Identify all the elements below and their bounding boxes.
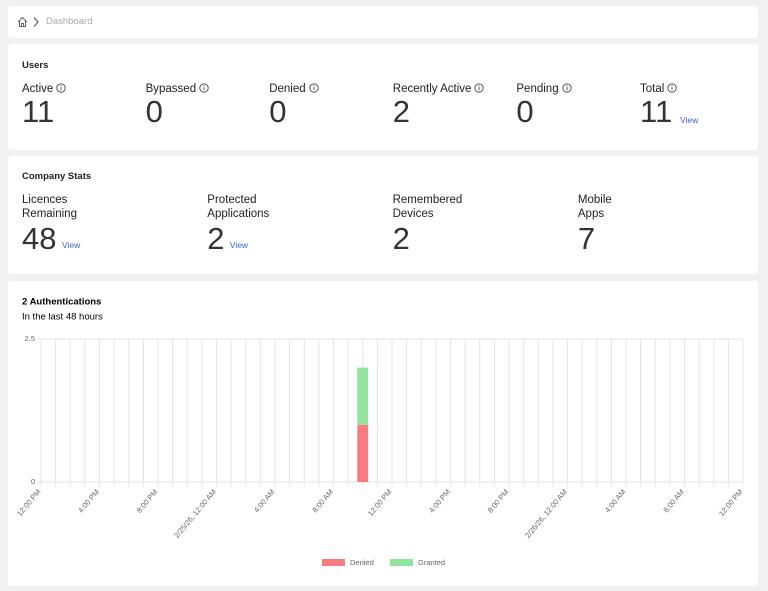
x-tick-label: 4:00 PM: [76, 488, 101, 515]
view-link[interactable]: View: [680, 115, 699, 125]
breadcrumb-current[interactable]: Dashboard: [46, 16, 93, 27]
x-tick-label: 2/26/26, 12:00 AM: [523, 488, 569, 540]
x-tick-label: 12:00 PM: [366, 488, 394, 518]
bar: [357, 424, 369, 482]
x-tick-label: 4:00 AM: [252, 488, 277, 515]
bar: [357, 367, 369, 425]
x-tick-label: 8:00 PM: [486, 488, 511, 515]
view-link[interactable]: View: [62, 240, 81, 250]
info-icon[interactable]: [308, 83, 319, 93]
info-icon[interactable]: [56, 83, 66, 93]
info-icon[interactable]: [474, 83, 485, 93]
x-tick-label: 8:00 PM: [135, 488, 160, 515]
info-icon[interactable]: [199, 83, 209, 93]
stat-label: Protected Applications: [207, 194, 270, 220]
legend-label: Granted: [418, 558, 445, 567]
stat-label: Total: [640, 83, 677, 95]
x-tick-label: 8:00 AM: [661, 488, 686, 515]
breadcrumb-bar: Dashboard: [8, 6, 758, 38]
x-tick-label: 12:00 PM: [717, 488, 745, 518]
company-stats-panel: Company Stats Licences Remaining 48 View Pr…: [8, 156, 758, 274]
chart-subtitle: In the last 48 hours: [22, 312, 103, 323]
stat-value: 0: [269, 94, 287, 129]
x-tick-label: 4:00 PM: [427, 488, 452, 515]
stat-value: 11: [640, 94, 673, 129]
chart: 2 Authentications In the last 48 hours 0…: [15, 297, 745, 567]
info-icon[interactable]: [667, 83, 677, 93]
view-link[interactable]: View: [229, 240, 249, 250]
stat-label: Recently Active: [393, 83, 485, 95]
y-tick-label: 0: [31, 477, 35, 486]
stat-value: 2: [207, 221, 225, 256]
stat-label: Active: [22, 83, 66, 95]
authentications-panel: 2 Authentications In the last 48 hours 0…: [8, 281, 758, 586]
stat-label: Remembered Devices: [392, 194, 463, 220]
stat-value: 48: [22, 221, 57, 256]
users-panel: Users Active 11 Bypassed 0 Denied 0 Recently A…: [8, 44, 758, 150]
legend-swatch: [322, 559, 345, 566]
x-tick-label: 2/25/26, 12:00 AM: [172, 488, 218, 540]
y-tick-label: 2.5: [25, 334, 35, 343]
legend-swatch: [390, 559, 413, 566]
x-tick-label: 8:00 AM: [310, 488, 335, 515]
breadcrumb-icons: [17, 16, 39, 27]
stat-label: Licences Remaining: [22, 194, 77, 220]
panel-title: Users: [22, 60, 49, 71]
chart-title: 2 Authentications: [22, 297, 101, 308]
x-tick-label: 4:00 AM: [603, 488, 628, 515]
stat-value: 2: [392, 94, 411, 129]
stat-label: Mobile Apps: [577, 194, 612, 220]
stat-value: 0: [145, 94, 163, 129]
stat-value: 0: [516, 94, 534, 129]
stat-label: Denied: [269, 83, 319, 95]
x-tick-label: 12:00 PM: [15, 488, 43, 518]
stat-value: 7: [577, 221, 596, 256]
stat-label: Pending: [516, 83, 572, 95]
stat-value: 11: [22, 94, 55, 129]
legend-label: Denied: [350, 558, 374, 567]
panel-title: Company Stats: [22, 171, 92, 182]
stat-value: 2: [392, 221, 410, 256]
info-icon[interactable]: [561, 83, 572, 93]
stat-label: Bypassed: [146, 83, 210, 95]
